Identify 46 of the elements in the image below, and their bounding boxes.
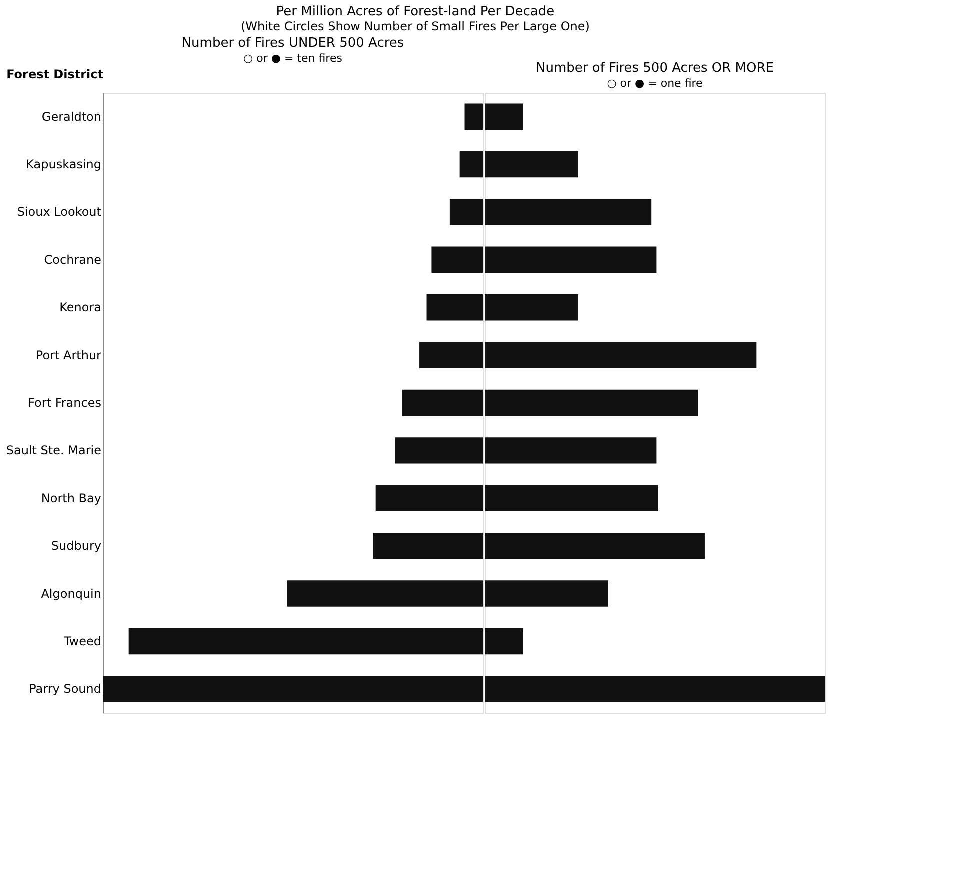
- bar: [128, 628, 483, 655]
- y-tick-label: Fort Frances: [28, 396, 102, 410]
- bar: [485, 151, 578, 178]
- y-tick-label: Cochrane: [44, 252, 102, 267]
- bar: [485, 438, 657, 464]
- bar: [402, 390, 483, 416]
- y-tick-label: Geraldton: [42, 110, 102, 124]
- bar: [103, 676, 483, 702]
- bar: [485, 628, 524, 655]
- y-tick-label: Kenora: [60, 300, 102, 315]
- bar: [450, 199, 483, 226]
- bar: [376, 485, 483, 512]
- bar: [485, 390, 698, 416]
- bar: [373, 532, 483, 560]
- bar: [420, 342, 483, 368]
- bar: [426, 294, 483, 321]
- bar: [485, 246, 657, 274]
- y-tick-label: Tweed: [62, 634, 102, 648]
- bar: [485, 532, 705, 560]
- chart-subtitle: Per Million Acres of Forest-land Per Decade: [276, 4, 555, 20]
- bar: [485, 199, 652, 226]
- text: ○ or ● = ten fires: [244, 52, 343, 65]
- bar: [485, 342, 757, 368]
- y-tick-label: Parry Sound: [29, 682, 102, 696]
- text: ○ or ● = one fire: [607, 77, 704, 90]
- chart-title: Number of Fires UNDER 500 Acres: [182, 36, 404, 51]
- y-tick-label: Sault Ste. Marie: [6, 444, 102, 458]
- bar: [485, 294, 578, 321]
- bar: [287, 580, 483, 607]
- y-tick-label: Sudbury: [51, 539, 102, 554]
- bar: [395, 438, 483, 464]
- text: (White Circles Show Number of Small Fires Per Large One): [240, 20, 590, 34]
- y-tick-label: North Bay: [41, 491, 102, 506]
- bar: [460, 151, 483, 178]
- y-tick-label: Sioux Lookout: [17, 205, 102, 220]
- y-tick-label: Algonquin: [41, 586, 102, 601]
- chart-title: Number of Fires 500 Acres OR MORE: [536, 61, 774, 76]
- y-tick-label: Kapuskasing: [26, 158, 102, 172]
- bar: [464, 104, 483, 130]
- y-axis-title: Forest District: [6, 68, 104, 82]
- bar: [485, 485, 658, 512]
- bar: [485, 676, 825, 702]
- bar: [432, 246, 483, 274]
- bar: [485, 580, 608, 607]
- bar: [485, 104, 524, 130]
- y-tick-label: Port Arthur: [36, 348, 102, 362]
